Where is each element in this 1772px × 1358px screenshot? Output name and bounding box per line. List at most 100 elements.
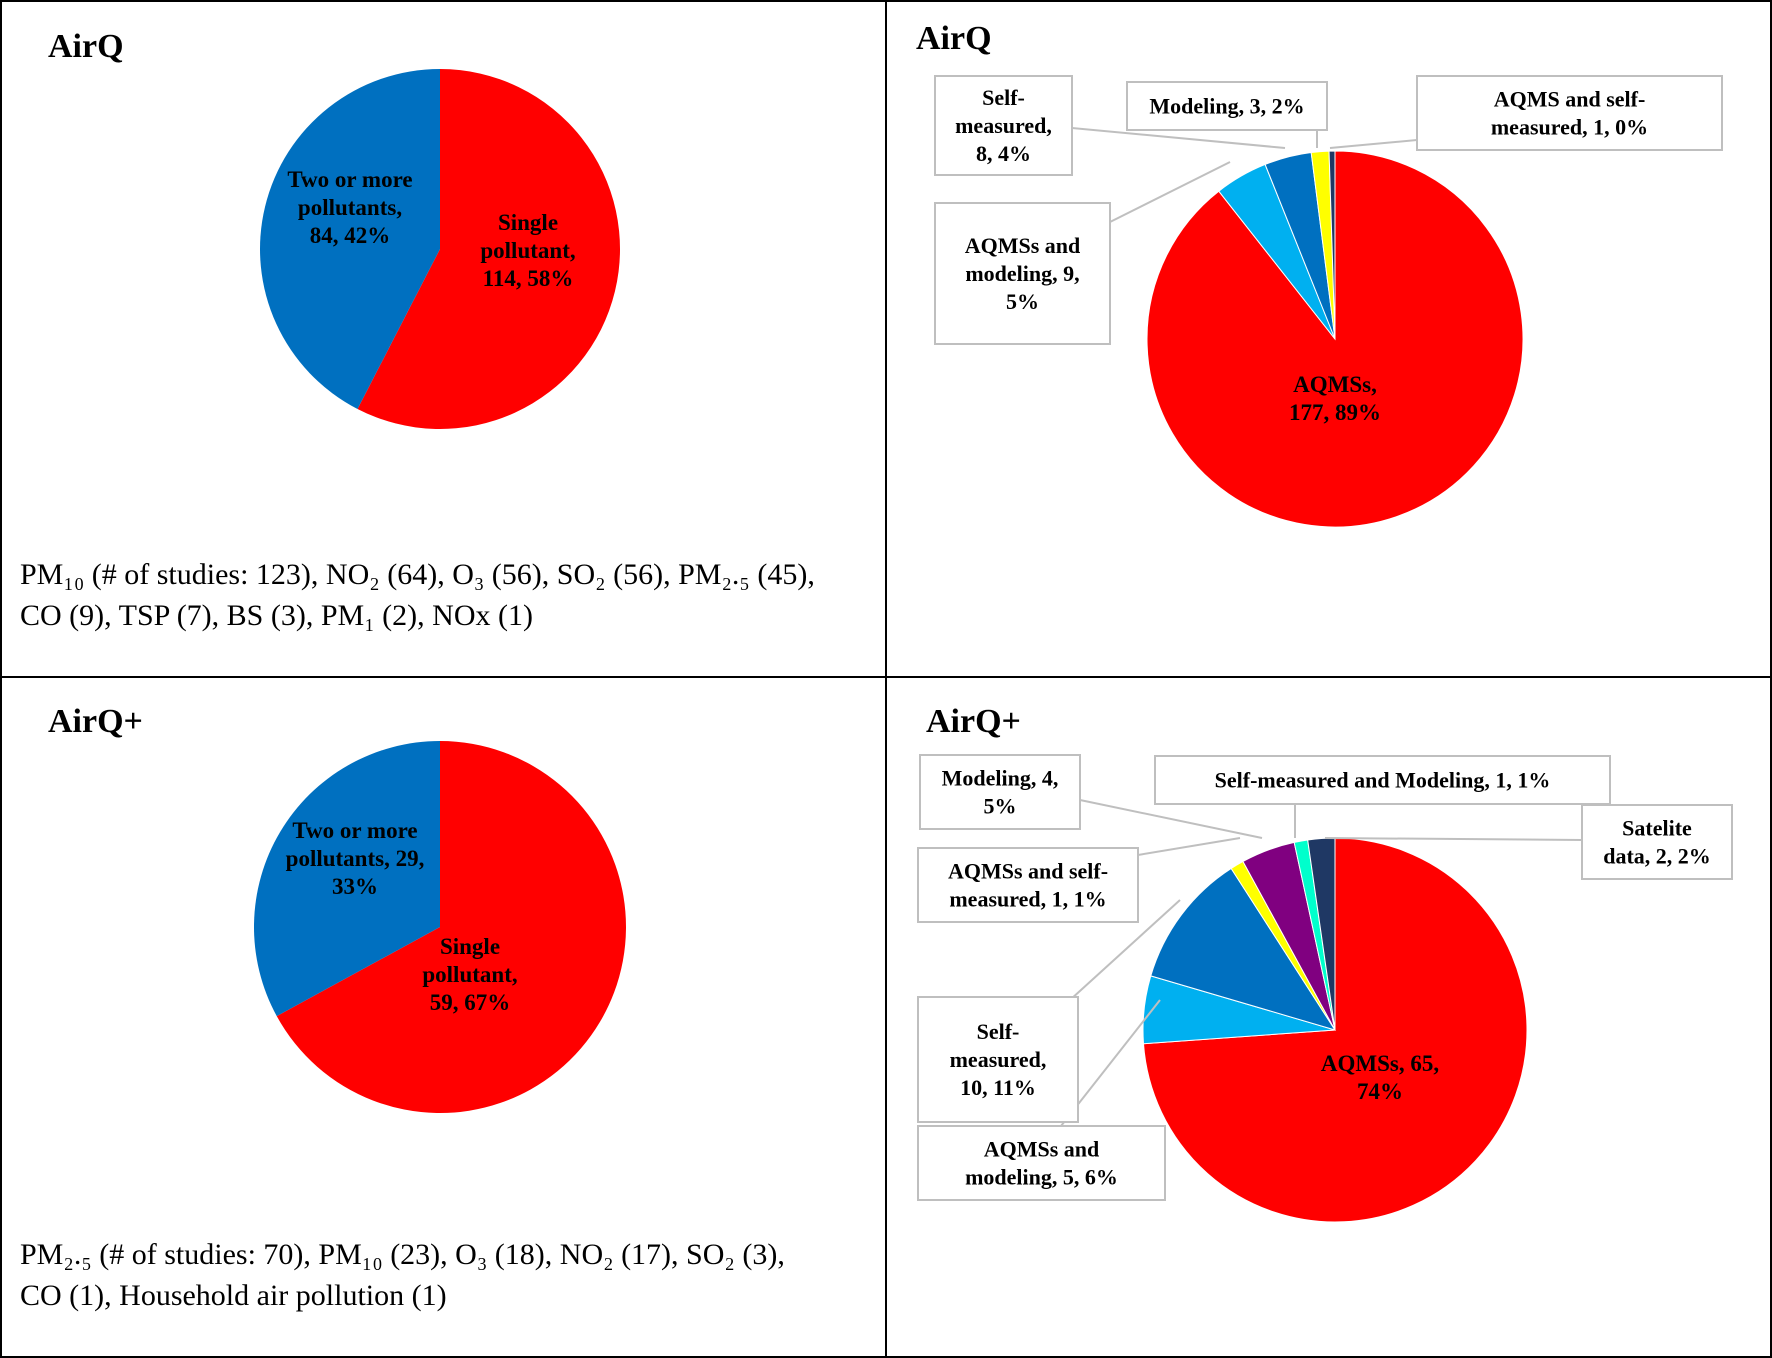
pollutant-list-line: PM₁₀ (# of studies: 123), NO₂ (64), O₃ (… <box>20 558 815 591</box>
slice-label-line: AQMSs and <box>984 1137 1100 1162</box>
leader-line <box>1324 837 1583 841</box>
slice-label-two-or-more-pollutants: Two or more pollutants, 29, 33% <box>286 818 425 899</box>
slice-label-single-pollutant: Single pollutant, 59, 67% <box>422 934 517 1015</box>
slice-label-line: measured, <box>955 113 1052 138</box>
leader-line <box>1109 161 1231 223</box>
slice-label-line: AQMSs and <box>965 233 1081 258</box>
panel-title: AirQ+ <box>926 703 1021 740</box>
panel-bottom-left: AirQ+ PM₂.₅ (# of studies: 70), PM₁₀ (23… <box>0 677 886 1358</box>
slice-label-line: 74% <box>1357 1079 1403 1104</box>
label-box <box>1126 81 1328 131</box>
pie-slice-self-measured <box>1150 867 1337 1031</box>
slice-label-line: Satelite <box>1622 816 1692 841</box>
panel-title: AirQ <box>48 28 124 65</box>
panel-title: AirQ <box>916 20 992 57</box>
panel-bottom-right: AirQ+ <box>886 677 1772 1358</box>
label-box <box>1581 804 1733 880</box>
pollutant-list-line: CO (1), Household air pollution (1) <box>20 1279 447 1312</box>
pie-slice-two-or-more-pollutants <box>260 69 440 409</box>
leader-line <box>1329 139 1418 149</box>
panel-top-left: AirQ PM₁₀ (# of studies: 123), NO₂ (64),… <box>0 0 886 677</box>
pie-slice-single-pollutant <box>276 741 626 1113</box>
pie-slice-two-or-more-pollutants <box>253 741 440 1017</box>
slice-label-line: modeling, 5, 6% <box>965 1165 1118 1190</box>
label-box <box>934 202 1111 345</box>
slice-label-line: AQMSs, 65, <box>1321 1051 1439 1076</box>
slice-label-line: Single <box>440 934 500 959</box>
pie-slice-single-pollutant <box>357 69 621 429</box>
slice-label-line: pollutant, <box>480 238 575 263</box>
pie-wedges <box>253 741 626 1113</box>
leader-line <box>1069 899 1181 1001</box>
slice-label-line: 8, 4% <box>976 141 1031 166</box>
slice-label-aqms-and-self-measured: AQMS and self-measured, 1, 0% <box>1329 75 1723 151</box>
slice-label-line: measured, 1, 0% <box>1491 115 1648 140</box>
slice-label-line: Modeling, 4, <box>942 766 1059 791</box>
slice-label-two-or-more-pollutants: Two or more pollutants, 84, 42% <box>287 167 412 248</box>
slice-label-line: AQMS and self- <box>1494 87 1646 112</box>
slice-label-line: pollutants, 29, <box>286 846 425 871</box>
label-box <box>919 754 1081 830</box>
slice-label-line: 59, 67% <box>430 990 511 1015</box>
slice-label-line: AQMSs, <box>1293 372 1377 397</box>
slice-label-line: Self- <box>977 1019 1020 1044</box>
label-box <box>1416 75 1723 151</box>
slice-label-self-measured: Self-measured, 10, 11% <box>917 899 1181 1123</box>
slice-label-line: data, 2, 2% <box>1603 844 1711 869</box>
pie-chart-bottom-left: Single pollutant, 59, 67% Two or more pollut… <box>253 741 626 1113</box>
slice-label-aqmss-and-self-measured: AQMSs and self-measured, 1, 1% <box>917 837 1241 923</box>
slice-label-line: Two or more <box>287 167 412 192</box>
pollutant-list-line: CO (9), TSP (7), BS (3), PM₁ (2), NOx (1… <box>20 599 533 632</box>
pie-chart-top-left: Single pollutant, 114, 58% Two or more pollu… <box>260 69 621 429</box>
slice-label-line: Self-measured and Modeling, 1, 1% <box>1215 768 1551 793</box>
slice-label-line: 33% <box>332 874 378 899</box>
slice-label-self-measured: Self-measured, 8, 4% <box>934 75 1286 176</box>
slice-label-line: 114, 58% <box>483 266 574 291</box>
label-box <box>934 75 1073 176</box>
slice-label-line: AQMSs and self- <box>948 859 1108 884</box>
slice-label-line: 5% <box>984 794 1017 819</box>
pie-chart-top-right: AQMSs, 177, 89% AQMSs and modeling, 9, 5% Sel… <box>934 75 1723 528</box>
slice-label-line: Two or more <box>292 818 417 843</box>
slice-label-satelite-data: Satelite data, 2, 2% <box>1324 804 1733 880</box>
pie-slice-aqms-and-self-measured <box>1328 150 1336 340</box>
pie-chart-bottom-right: AQMSs, 65, 74% AQMSs and modeling, 5, 6% Sel… <box>917 754 1733 1223</box>
leader-line <box>1137 837 1241 856</box>
slice-label-line: Single <box>498 210 558 235</box>
leader-line <box>1079 799 1263 839</box>
pollutant-list: PM₂.₅ (# of studies: 70), PM₁₀ (23), O₃ … <box>20 1234 785 1316</box>
pie-wedges <box>260 69 621 429</box>
slice-label-line: pollutants, <box>298 195 402 220</box>
slice-label-aqmss: AQMSs, 65, 74% <box>1321 1051 1439 1104</box>
slice-label-line: 84, 42% <box>310 223 391 248</box>
label-box <box>1154 755 1611 805</box>
slice-label-line: measured, 1, 1% <box>949 887 1106 912</box>
label-box <box>917 847 1139 923</box>
slice-label-aqmss-and-modeling: AQMSs and modeling, 9, 5% <box>934 161 1231 345</box>
slice-label-line: Self- <box>982 85 1025 110</box>
slice-label-line: 5% <box>1006 289 1039 314</box>
slice-label-aqmss: AQMSs, 177, 89% <box>1289 372 1381 425</box>
slice-label-line: 177, 89% <box>1289 400 1381 425</box>
pollutant-list-line: PM₂.₅ (# of studies: 70), PM₁₀ (23), O₃ … <box>20 1238 785 1271</box>
pie-wedges <box>1142 837 1528 1223</box>
panel-top-right: AirQ <box>886 0 1772 677</box>
slice-label-line: 10, 11% <box>960 1075 1036 1100</box>
slice-label-modeling: Modeling, 4, 5% <box>919 754 1263 839</box>
label-box <box>917 1125 1166 1201</box>
pollutant-list: PM₁₀ (# of studies: 123), NO₂ (64), O₃ (… <box>20 554 815 636</box>
slice-label-aqmss-and-modeling: AQMSs and modeling, 5, 6% <box>917 999 1166 1201</box>
slice-label-single-pollutant: Single pollutant, 114, 58% <box>480 210 575 291</box>
pie-wedges <box>1146 150 1524 528</box>
label-box <box>917 996 1079 1123</box>
slice-label-line: measured, <box>950 1047 1047 1072</box>
leader-line <box>1071 127 1286 149</box>
slice-label-self-measured-and-modeling: Self-measured and Modeling, 1, 1% <box>1154 755 1611 838</box>
slice-label-line: Modeling, 3, 2% <box>1149 94 1304 119</box>
panel-title: AirQ+ <box>48 703 143 740</box>
slice-label-line: modeling, 9, <box>965 261 1079 286</box>
slice-label-line: pollutant, <box>422 962 517 987</box>
